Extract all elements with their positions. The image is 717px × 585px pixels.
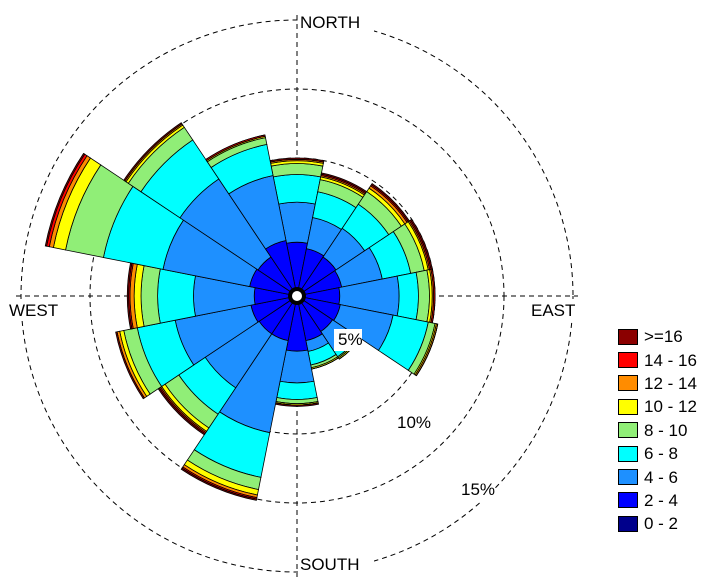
ring-label-bg-15 (457, 479, 495, 501)
south-label-bg (298, 553, 374, 575)
legend-swatch (618, 328, 638, 345)
ring-label-5: 5% (338, 330, 363, 349)
legend-item: 12 - 14 (618, 372, 697, 395)
petal-NW (123, 122, 294, 293)
east-label-bg (529, 299, 585, 321)
legend-swatch (618, 445, 638, 462)
ring-label-bg-10 (393, 412, 431, 434)
petal-segment-NW-_16 (123, 122, 183, 182)
legend-swatch (618, 469, 638, 486)
legend-item: 8 - 10 (618, 419, 697, 442)
petal-segment-N-8_10 (270, 163, 324, 178)
legend-swatch (618, 515, 638, 532)
east-label: EAST (531, 301, 575, 320)
legend-label: >=16 (644, 327, 683, 347)
west-label: WEST (9, 301, 58, 320)
petal-segment-E-8_10 (415, 269, 430, 323)
wind-rose-chart: 5% 10% 15% NORTH EAST SOUTH WEST (7, 11, 585, 577)
petal-segment-W-6_8 (157, 268, 196, 324)
legend-label: 4 - 6 (644, 467, 679, 487)
south-label: SOUTH (300, 555, 360, 574)
legend-item: 14 - 16 (618, 348, 697, 371)
center-marker (288, 287, 306, 305)
legend-swatch (618, 352, 638, 369)
legend-label: 6 - 8 (644, 444, 679, 464)
legend-label: 2 - 4 (644, 490, 679, 510)
legend-swatch (618, 375, 638, 392)
petal-segment-SSW-_16 (180, 467, 258, 501)
petal-segment-E-6_8 (396, 271, 419, 321)
legend: >=16 14 - 16 12 - 14 10 - 12 8 - 10 6 - 8 4 - … (618, 325, 697, 536)
petal-NNW (205, 134, 297, 291)
legend-item: 2 - 4 (618, 489, 697, 512)
petal-W (126, 262, 291, 330)
legend-item: >=16 (618, 325, 697, 348)
petal-segment-WSW-_16 (115, 331, 145, 400)
legend-label: 10 - 12 (644, 397, 697, 417)
ring-label-bg-5 (334, 329, 362, 351)
legend-item: 0 - 2 (618, 512, 697, 535)
petal-segment-NNW-_16 (205, 134, 266, 160)
direction-labels: NORTH EAST SOUTH WEST (7, 11, 585, 575)
petal-segment-WNW-_16 (44, 152, 86, 247)
petal-segment-W-8_10 (140, 265, 161, 327)
west-label-bg (7, 299, 77, 321)
center-hole (292, 291, 302, 301)
legend-swatch (618, 492, 638, 509)
petal-SSW (180, 301, 297, 501)
petal-segment-S-6_8 (276, 380, 318, 400)
legend-label: 12 - 14 (644, 373, 697, 393)
ring-label-15: 15% (461, 480, 495, 499)
petal-segment-N-_16 (269, 157, 325, 163)
north-label: NORTH (300, 13, 360, 32)
legend-swatch (618, 422, 638, 439)
legend-label: 14 - 16 (644, 350, 697, 370)
ring-labels: 5% 10% 15% (334, 329, 495, 501)
legend-label: 0 - 2 (644, 514, 679, 534)
petal-segment-ESE-_16 (416, 323, 439, 376)
legend-item: 10 - 12 (618, 395, 697, 418)
legend-swatch (618, 398, 638, 415)
petal-segment-N-6_8 (272, 174, 322, 205)
legend-item: 4 - 6 (618, 465, 697, 488)
petal-ESE (302, 296, 439, 377)
north-label-bg (298, 11, 374, 33)
petal-ENE (302, 218, 433, 296)
petals (44, 122, 439, 501)
petal-NNE (297, 172, 368, 291)
ring-label-10: 10% (397, 413, 431, 432)
legend-label: 8 - 10 (644, 420, 688, 440)
legend-item: 6 - 8 (618, 442, 697, 465)
